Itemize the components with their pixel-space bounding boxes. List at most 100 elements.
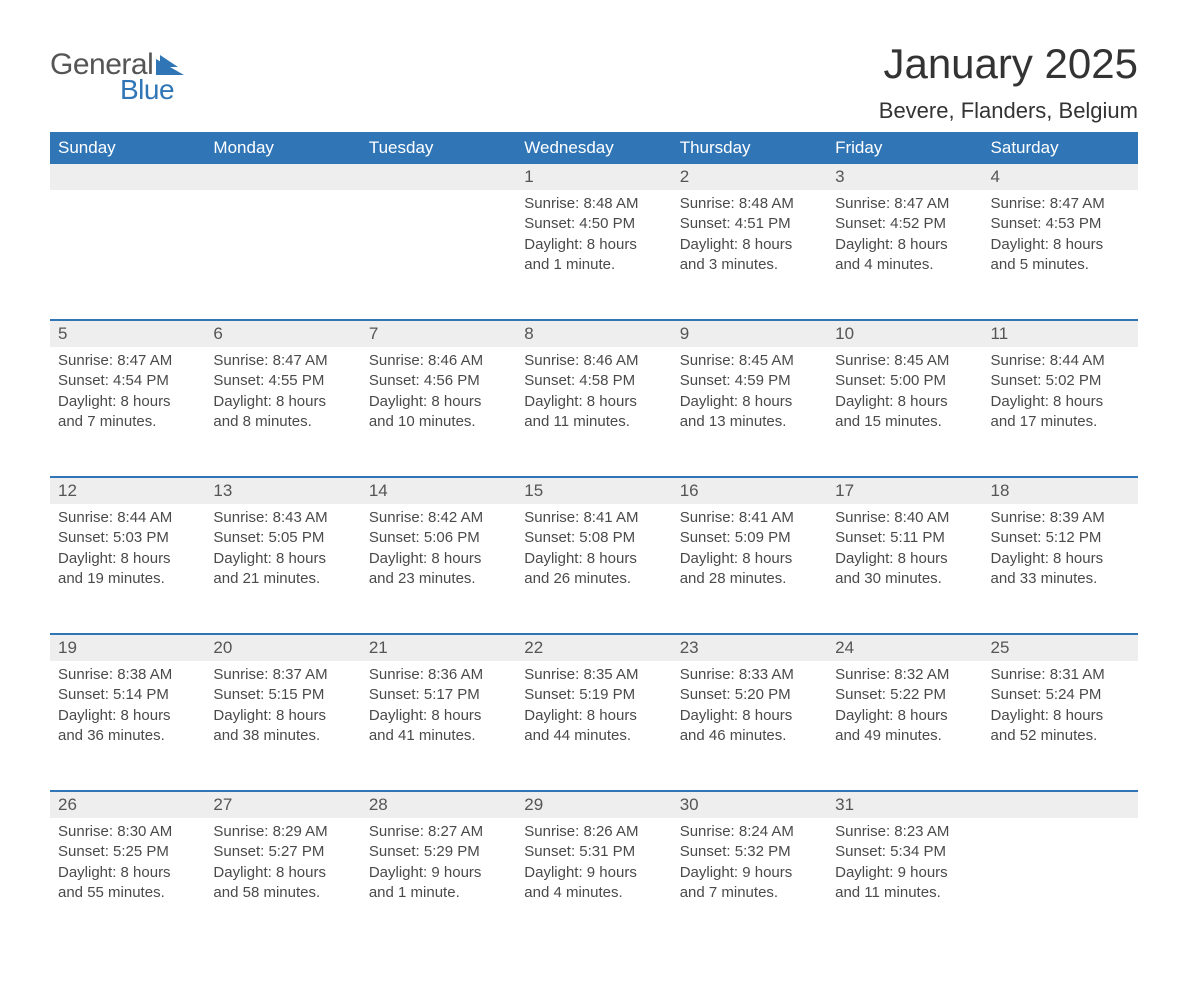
day-content-row: Sunrise: 8:44 AMSunset: 5:03 PMDaylight:… [50,504,1138,634]
sunrise-text: Sunrise: 8:31 AM [991,665,1130,685]
sunset-text: Sunset: 5:05 PM [213,528,352,548]
day-cell: Sunrise: 8:45 AMSunset: 5:00 PMDaylight:… [827,347,982,477]
day-cell: Sunrise: 8:31 AMSunset: 5:24 PMDaylight:… [983,661,1138,791]
day-number-cell: 21 [361,634,516,661]
sunrise-text: Sunrise: 8:46 AM [369,351,508,371]
day-cell: Sunrise: 8:38 AMSunset: 5:14 PMDaylight:… [50,661,205,791]
sunset-text: Sunset: 5:09 PM [680,528,819,548]
sunrise-text: Sunrise: 8:40 AM [835,508,974,528]
sunrise-text: Sunrise: 8:26 AM [524,822,663,842]
daylight-text: Daylight: 8 hours and 5 minutes. [991,235,1130,276]
daylight-text: Daylight: 8 hours and 17 minutes. [991,392,1130,433]
day-number-cell: 23 [672,634,827,661]
day-cell: Sunrise: 8:41 AMSunset: 5:09 PMDaylight:… [672,504,827,634]
sunset-text: Sunset: 5:14 PM [58,685,197,705]
day-number-row: 1234 [50,164,1138,190]
day-number-cell: 27 [205,791,360,818]
sunrise-text: Sunrise: 8:41 AM [680,508,819,528]
weekday-header: Sunday [50,132,205,164]
daylight-text: Daylight: 9 hours and 4 minutes. [524,863,663,904]
sunset-text: Sunset: 4:58 PM [524,371,663,391]
day-number-row: 12131415161718 [50,477,1138,504]
daylight-text: Daylight: 8 hours and 26 minutes. [524,549,663,590]
sunset-text: Sunset: 5:08 PM [524,528,663,548]
sunset-text: Sunset: 4:54 PM [58,371,197,391]
sunrise-text: Sunrise: 8:30 AM [58,822,197,842]
day-cell: Sunrise: 8:44 AMSunset: 5:03 PMDaylight:… [50,504,205,634]
sunset-text: Sunset: 4:50 PM [524,214,663,234]
day-cell: Sunrise: 8:30 AMSunset: 5:25 PMDaylight:… [50,818,205,948]
daylight-text: Daylight: 8 hours and 28 minutes. [680,549,819,590]
sunset-text: Sunset: 4:59 PM [680,371,819,391]
calendar-table: Sunday Monday Tuesday Wednesday Thursday… [50,132,1138,948]
sunset-text: Sunset: 5:15 PM [213,685,352,705]
day-cell: Sunrise: 8:37 AMSunset: 5:15 PMDaylight:… [205,661,360,791]
sunrise-text: Sunrise: 8:44 AM [58,508,197,528]
day-number-cell: 14 [361,477,516,504]
day-cell: Sunrise: 8:42 AMSunset: 5:06 PMDaylight:… [361,504,516,634]
daylight-text: Daylight: 8 hours and 52 minutes. [991,706,1130,747]
day-number-cell: 8 [516,320,671,347]
day-cell: Sunrise: 8:45 AMSunset: 4:59 PMDaylight:… [672,347,827,477]
day-number-cell: 12 [50,477,205,504]
daylight-text: Daylight: 8 hours and 19 minutes. [58,549,197,590]
sunset-text: Sunset: 5:11 PM [835,528,974,548]
sunset-text: Sunset: 4:56 PM [369,371,508,391]
day-cell: Sunrise: 8:47 AMSunset: 4:52 PMDaylight:… [827,190,982,320]
weekday-header: Wednesday [516,132,671,164]
month-title: January 2025 [879,40,1138,88]
daylight-text: Daylight: 8 hours and 4 minutes. [835,235,974,276]
day-cell: Sunrise: 8:24 AMSunset: 5:32 PMDaylight:… [672,818,827,948]
daylight-text: Daylight: 8 hours and 55 minutes. [58,863,197,904]
daylight-text: Daylight: 8 hours and 7 minutes. [58,392,197,433]
sunrise-text: Sunrise: 8:45 AM [835,351,974,371]
day-cell: Sunrise: 8:43 AMSunset: 5:05 PMDaylight:… [205,504,360,634]
sunrise-text: Sunrise: 8:38 AM [58,665,197,685]
sunrise-text: Sunrise: 8:47 AM [58,351,197,371]
sunrise-text: Sunrise: 8:29 AM [213,822,352,842]
day-cell [361,190,516,320]
day-cell: Sunrise: 8:46 AMSunset: 4:56 PMDaylight:… [361,347,516,477]
daylight-text: Daylight: 8 hours and 33 minutes. [991,549,1130,590]
daylight-text: Daylight: 8 hours and 23 minutes. [369,549,508,590]
day-cell: Sunrise: 8:35 AMSunset: 5:19 PMDaylight:… [516,661,671,791]
day-number-cell: 16 [672,477,827,504]
day-number-row: 567891011 [50,320,1138,347]
sunset-text: Sunset: 5:17 PM [369,685,508,705]
daylight-text: Daylight: 9 hours and 11 minutes. [835,863,974,904]
day-number-cell: 24 [827,634,982,661]
day-number-cell: 10 [827,320,982,347]
sunset-text: Sunset: 5:00 PM [835,371,974,391]
day-number-cell: 4 [983,164,1138,190]
sunrise-text: Sunrise: 8:37 AM [213,665,352,685]
day-number-cell: 3 [827,164,982,190]
day-number-cell: 7 [361,320,516,347]
day-number-cell: 26 [50,791,205,818]
day-cell: Sunrise: 8:40 AMSunset: 5:11 PMDaylight:… [827,504,982,634]
weekday-header: Saturday [983,132,1138,164]
day-cell: Sunrise: 8:47 AMSunset: 4:53 PMDaylight:… [983,190,1138,320]
day-number-cell: 9 [672,320,827,347]
day-cell: Sunrise: 8:46 AMSunset: 4:58 PMDaylight:… [516,347,671,477]
day-number-cell: 18 [983,477,1138,504]
day-number-cell: 17 [827,477,982,504]
sunrise-text: Sunrise: 8:33 AM [680,665,819,685]
day-content-row: Sunrise: 8:47 AMSunset: 4:54 PMDaylight:… [50,347,1138,477]
logo: General Blue [50,48,184,106]
daylight-text: Daylight: 8 hours and 38 minutes. [213,706,352,747]
day-content-row: Sunrise: 8:30 AMSunset: 5:25 PMDaylight:… [50,818,1138,948]
sunrise-text: Sunrise: 8:23 AM [835,822,974,842]
daylight-text: Daylight: 9 hours and 1 minute. [369,863,508,904]
daylight-text: Daylight: 8 hours and 44 minutes. [524,706,663,747]
sunset-text: Sunset: 5:12 PM [991,528,1130,548]
day-content-row: Sunrise: 8:38 AMSunset: 5:14 PM Daylight:… [50,661,1138,791]
day-number-row: 262728293031 [50,791,1138,818]
weekday-header: Monday [205,132,360,164]
day-cell: Sunrise: 8:48 AMSunset: 4:50 PMDaylight:… [516,190,671,320]
daylight-text: Daylight: 8 hours and 3 minutes. [680,235,819,276]
sunset-text: Sunset: 5:25 PM [58,842,197,862]
sunrise-text: Sunrise: 8:48 AM [680,194,819,214]
logo-word-blue: Blue [120,74,174,106]
sunset-text: Sunset: 5:31 PM [524,842,663,862]
day-number-cell: 2 [672,164,827,190]
